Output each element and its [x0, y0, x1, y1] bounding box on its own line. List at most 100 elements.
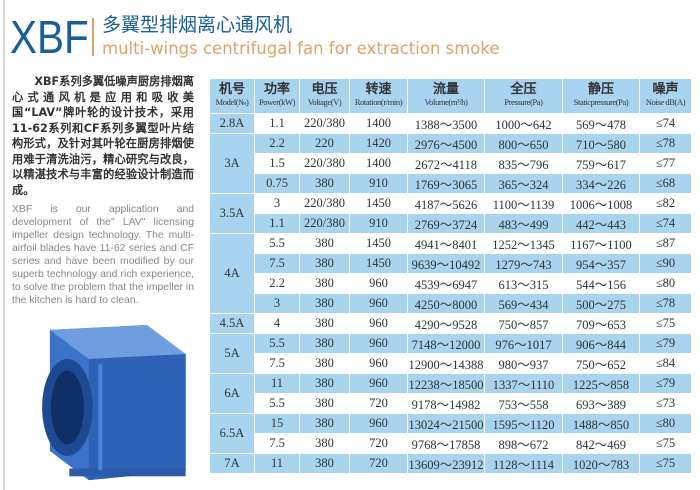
pressure-cell: 1252～1345	[484, 233, 563, 254]
pressure-cell: 1000～642	[484, 113, 563, 134]
volume-cell: 9639～10492	[407, 253, 485, 274]
pressure-cell: 1128～1114	[484, 453, 563, 474]
title-english: multi-wings centrifugal fan for extracti…	[102, 39, 500, 58]
column-header-cn: 静压	[587, 82, 614, 97]
column-header-en: Power(kW)	[258, 97, 296, 107]
pressure-cell: 976～1017	[484, 333, 563, 354]
column-header: 静压 Staticpressure(Pa)	[562, 78, 640, 114]
volume-cell: 4539～6947	[407, 273, 485, 294]
description-chinese: XBF系列多翼低噪声厨房排烟离心式通风机是应用和吸收美国“LAV”牌叶轮的设计技…	[12, 75, 194, 197]
table-row: 7A 11 380 720 13609～23912 1128～1114 1020～783 ≤7…	[209, 453, 692, 474]
noise-cell: ≤75	[639, 453, 692, 474]
column-header: 机号 Model(№)	[209, 78, 255, 114]
description-english: XBF is our application and development o…	[12, 204, 194, 306]
volume-cell: 7148～12000	[407, 333, 485, 354]
column-header-cn: 电压	[311, 82, 338, 97]
static-pressure-cell: 569～478	[562, 113, 640, 134]
static-pressure-cell: 1488～850	[562, 413, 640, 434]
column-header-en: Voltage(V)	[307, 97, 342, 107]
voltage-cell: 220	[299, 133, 350, 154]
model-cell: 3.5A	[209, 193, 255, 234]
power-cell: 4	[254, 313, 300, 334]
table-row: 0.75 380 910 1769～3065 365～324 334～226 ≤68	[210, 173, 692, 194]
table-row: 7.5 380 960 12900～14388 980～937 750～652 ≤84	[210, 353, 692, 374]
pressure-cell: 483～499	[484, 213, 563, 234]
pressure-cell: 750～857	[484, 313, 563, 334]
power-cell: 15	[254, 413, 300, 434]
column-header: 功率 Power(kW)	[254, 78, 300, 114]
voltage-cell: 380	[299, 453, 350, 474]
model-cell: 2.8A	[209, 113, 255, 134]
model-cell: 6.5A	[209, 413, 255, 454]
voltage-cell: 380	[299, 233, 350, 254]
volume-cell: 1388～3500	[407, 113, 485, 134]
volume-cell: 1769～3065	[407, 173, 485, 194]
pressure-cell: 569～434	[484, 293, 563, 314]
power-cell: 11	[254, 453, 300, 474]
noise-cell: ≤75	[639, 433, 692, 454]
table-row: 7.5 380 1450 9639～10492 1279～743 954～357 ≤90	[210, 253, 692, 274]
static-pressure-cell: 1167～1100	[562, 233, 640, 254]
static-pressure-cell: 544～156	[562, 273, 640, 294]
voltage-cell: 380	[299, 273, 350, 294]
power-cell: 7.5	[254, 353, 300, 374]
noise-cell: ≤74	[639, 113, 692, 134]
voltage-cell: 380	[299, 353, 350, 374]
voltage-cell: 220/380	[299, 193, 350, 214]
pressure-cell: 1100～1139	[484, 193, 563, 214]
column-header-cn: 转速	[365, 82, 392, 97]
power-cell: 7.5	[254, 433, 300, 454]
table-row: 1.1 220/380 910 2769～3724 483～499 442～443 ≤74	[210, 213, 692, 234]
voltage-cell: 380	[299, 433, 350, 454]
voltage-cell: 380	[299, 253, 350, 274]
pressure-cell: 835～796	[484, 153, 563, 174]
noise-cell: ≤75	[639, 313, 692, 334]
static-pressure-cell: 1020～783	[562, 453, 640, 474]
table-row: 3A 2.2 220 1420 2976～4500 800～650 710～580 ≤78	[209, 133, 692, 194]
static-pressure-cell: 759～617	[562, 153, 640, 174]
noise-cell: ≤78	[639, 293, 692, 314]
rotation-cell: 1420	[349, 133, 408, 154]
static-pressure-cell: 1006～1008	[562, 193, 640, 214]
rotation-cell: 960	[349, 293, 408, 314]
column-header-en: Staticpressure(Pa)	[573, 97, 629, 107]
fan-product-image	[42, 325, 186, 481]
voltage-cell: 220/380	[299, 153, 350, 174]
static-pressure-cell: 709～653	[562, 313, 640, 334]
voltage-cell: 220/380	[299, 213, 350, 234]
noise-cell: ≤79	[639, 333, 692, 354]
noise-cell: ≤90	[639, 253, 692, 274]
spec-table: 机号 Model(№) 功率 Power(kW) 电压 Voltage(V) 转速 Rotat…	[209, 78, 692, 474]
static-pressure-cell: 1225～858	[562, 373, 640, 394]
column-header-en: Pressure(Pa)	[504, 97, 543, 107]
static-pressure-cell: 500～275	[562, 293, 640, 314]
power-cell: 5.5	[254, 233, 300, 254]
power-cell: 1.1	[254, 113, 300, 134]
static-pressure-cell: 334～226	[562, 173, 640, 194]
noise-cell: ≤84	[639, 353, 692, 374]
volume-cell: 4250～8000	[407, 293, 485, 314]
noise-cell: ≤80	[639, 413, 692, 434]
noise-cell: ≤74	[639, 213, 692, 234]
table-row: 6A 11 380 960 12238～18500 1337～1110 1225～858 ≤7…	[209, 373, 692, 414]
rotation-cell: 960	[349, 413, 408, 434]
noise-cell: ≤87	[639, 233, 692, 254]
power-cell: 3	[254, 193, 300, 214]
pressure-cell: 898～672	[484, 433, 563, 454]
pressure-cell: 980～937	[484, 353, 563, 374]
power-cell: 3	[254, 293, 300, 314]
column-header: 全压 Pressure(Pa)	[484, 78, 563, 114]
column-header: 电压 Voltage(V)	[299, 78, 350, 114]
column-header-en: Volume(m³/h)	[424, 97, 468, 107]
pressure-cell: 800～650	[484, 133, 563, 154]
rotation-cell: 960	[349, 313, 408, 334]
column-header: 流量 Volume(m³/h)	[407, 78, 485, 114]
noise-cell: ≤82	[639, 193, 692, 214]
power-cell: 5.5	[254, 333, 300, 354]
pressure-cell: 1279～743	[484, 253, 563, 274]
column-header-cn: 全压	[510, 82, 537, 97]
rotation-cell: 1450	[349, 233, 408, 254]
power-cell: 11	[254, 373, 300, 394]
power-cell: 1.5	[254, 153, 300, 174]
pressure-cell: 1595～1120	[484, 413, 563, 434]
